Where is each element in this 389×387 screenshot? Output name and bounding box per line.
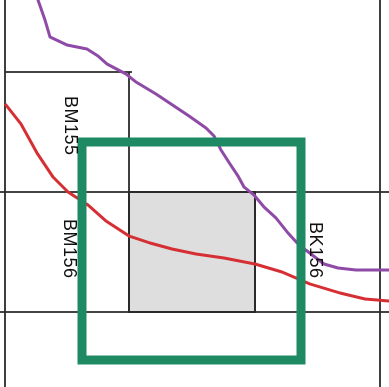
red-route-line[interactable] <box>4 103 389 303</box>
purple-route-line[interactable] <box>36 0 389 272</box>
grid-label-bm156: BM156 <box>60 219 80 279</box>
selection-box[interactable] <box>77 137 306 365</box>
grid-label-bm155: BM155 <box>61 96 81 156</box>
grid-label-bk156: BK156 <box>306 222 326 279</box>
